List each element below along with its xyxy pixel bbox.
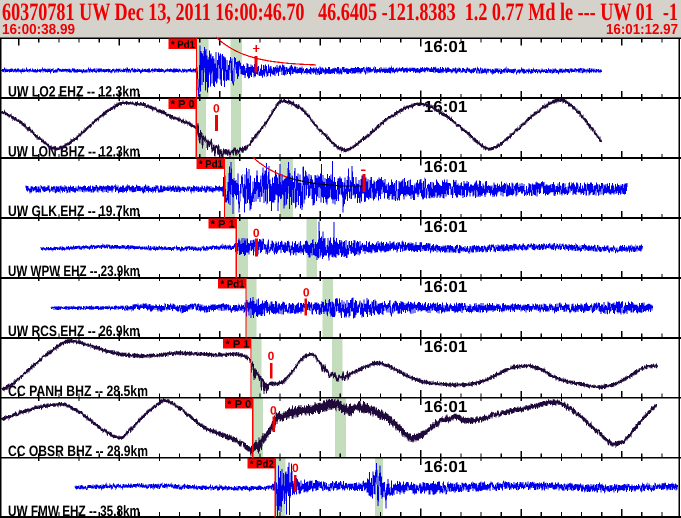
svg-text:16:01: 16:01 bbox=[424, 159, 468, 176]
svg-text:16:00:38.99: 16:00:38.99 bbox=[2, 22, 75, 38]
svg-text:0: 0 bbox=[213, 102, 220, 116]
svg-text:16:01: 16:01 bbox=[424, 279, 468, 296]
svg-text:CC PANH BHZ -- 28.5km: CC PANH BHZ -- 28.5km bbox=[8, 383, 148, 400]
svg-text:16:01: 16:01 bbox=[424, 339, 468, 356]
svg-text:0: 0 bbox=[268, 349, 275, 363]
svg-text:16:01: 16:01 bbox=[424, 39, 468, 56]
svg-text:0: 0 bbox=[292, 461, 299, 475]
svg-text:UW LON BHZ -- 12.3km: UW LON BHZ -- 12.3km bbox=[8, 143, 140, 160]
svg-text:UW FMW EHZ -- 35.8km: UW FMW EHZ -- 35.8km bbox=[8, 503, 140, 518]
svg-text:0: 0 bbox=[303, 285, 310, 299]
svg-text:* Pd1: * Pd1 bbox=[199, 159, 223, 171]
svg-text:16:01: 16:01 bbox=[424, 399, 468, 416]
svg-text:60370781 UW Dec 13, 2011 16:00: 60370781 UW Dec 13, 2011 16:00:46.70 46.… bbox=[2, 0, 678, 26]
svg-text:16:01: 16:01 bbox=[424, 459, 468, 476]
svg-text:UW LO2 EHZ -- 12.3km: UW LO2 EHZ -- 12.3km bbox=[8, 83, 140, 100]
svg-text:* P 1: * P 1 bbox=[211, 219, 235, 231]
svg-text:UW RCS EHZ -- 26.9km: UW RCS EHZ -- 26.9km bbox=[8, 323, 140, 340]
svg-text:* Pd1: * Pd1 bbox=[171, 39, 195, 51]
svg-text:0: 0 bbox=[270, 403, 277, 417]
svg-text:* Pd2: * Pd2 bbox=[250, 458, 274, 470]
svg-text:* P 0: * P 0 bbox=[171, 99, 195, 111]
svg-text:CC OBSR BHZ -- 28.9km: CC OBSR BHZ -- 28.9km bbox=[8, 443, 148, 460]
svg-text:16:01: 16:01 bbox=[424, 219, 468, 236]
svg-text:0: 0 bbox=[253, 226, 260, 240]
svg-text:16:01: 16:01 bbox=[424, 99, 468, 116]
svg-text:16:01:12.97: 16:01:12.97 bbox=[606, 22, 678, 38]
svg-text:UW WPW EHZ -- 23.9km: UW WPW EHZ -- 23.9km bbox=[8, 263, 140, 280]
svg-text:UW GLK EHZ -- 19.7km: UW GLK EHZ -- 19.7km bbox=[8, 203, 140, 220]
svg-text:* P 1: * P 1 bbox=[225, 339, 249, 351]
svg-text:* P 0: * P 0 bbox=[227, 398, 251, 410]
svg-text:* Pd1: * Pd1 bbox=[220, 279, 244, 291]
